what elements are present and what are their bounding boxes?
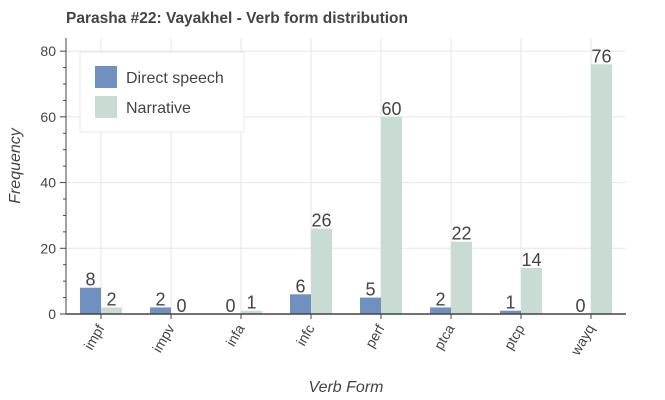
bar-direct-speech-perf	[360, 297, 381, 314]
bar-narrative-ptcp	[521, 268, 542, 314]
data-label: 0	[225, 296, 235, 316]
bar-direct-speech-impf	[80, 287, 101, 314]
bar-direct-speech-ptcp	[500, 310, 521, 314]
data-label: 5	[365, 280, 375, 300]
legend-item-label[interactable]: Narrative	[126, 100, 191, 117]
data-label: 0	[176, 296, 186, 316]
x-axis-label: Verb Form	[309, 379, 384, 396]
bar-narrative-ptca	[451, 241, 472, 314]
y-tick-label: 0	[48, 306, 56, 322]
data-label: 14	[521, 250, 541, 270]
x-tick-label: ptcp	[501, 321, 528, 352]
data-label: 60	[381, 99, 401, 119]
y-tick-label: 80	[40, 43, 56, 59]
chart-title: Parasha #22: Vayakhel - Verb form distri…	[66, 10, 408, 27]
legend-swatch	[95, 96, 117, 118]
bars	[80, 64, 612, 315]
bar-direct-speech-ptca	[430, 307, 451, 314]
data-label: 26	[311, 211, 331, 231]
legend-box	[79, 51, 245, 133]
y-axis-label: Frequency	[7, 127, 24, 204]
data-label: 0	[575, 296, 585, 316]
data-label: 2	[155, 289, 165, 309]
data-label: 2	[435, 289, 445, 309]
x-tick-label: impf	[81, 321, 108, 352]
legend-item-label[interactable]: Direct speech	[126, 70, 224, 87]
data-label: 76	[591, 46, 611, 66]
legend[interactable]: Direct speech Narrative	[79, 51, 245, 133]
x-tick-label: impv	[149, 322, 178, 356]
data-label: 6	[295, 276, 305, 296]
legend-swatch	[95, 66, 117, 88]
bar-narrative-perf	[381, 116, 402, 314]
x-tick-label: perf	[362, 321, 388, 350]
y-tick-label: 40	[40, 175, 56, 191]
bar-direct-speech-impv	[150, 307, 171, 314]
bar-narrative-infc	[311, 228, 332, 314]
bar-narrative-infa	[241, 310, 262, 314]
x-tick-label: wayq	[567, 322, 598, 359]
data-label: 1	[505, 293, 515, 313]
y-tick-label: 60	[40, 109, 56, 125]
x-tick-label: infa	[222, 321, 247, 349]
bar-direct-speech-infc	[290, 294, 311, 314]
data-label: 2	[106, 289, 116, 309]
data-label: 22	[451, 224, 471, 244]
bar-narrative-impf	[101, 307, 122, 314]
x-tick-label: infc	[293, 322, 318, 349]
y-tick-label: 20	[40, 240, 56, 256]
bar-narrative-wayq	[591, 64, 612, 315]
data-label: 8	[85, 270, 95, 290]
x-tick-label: ptca	[431, 321, 458, 352]
data-label: 1	[246, 293, 256, 313]
